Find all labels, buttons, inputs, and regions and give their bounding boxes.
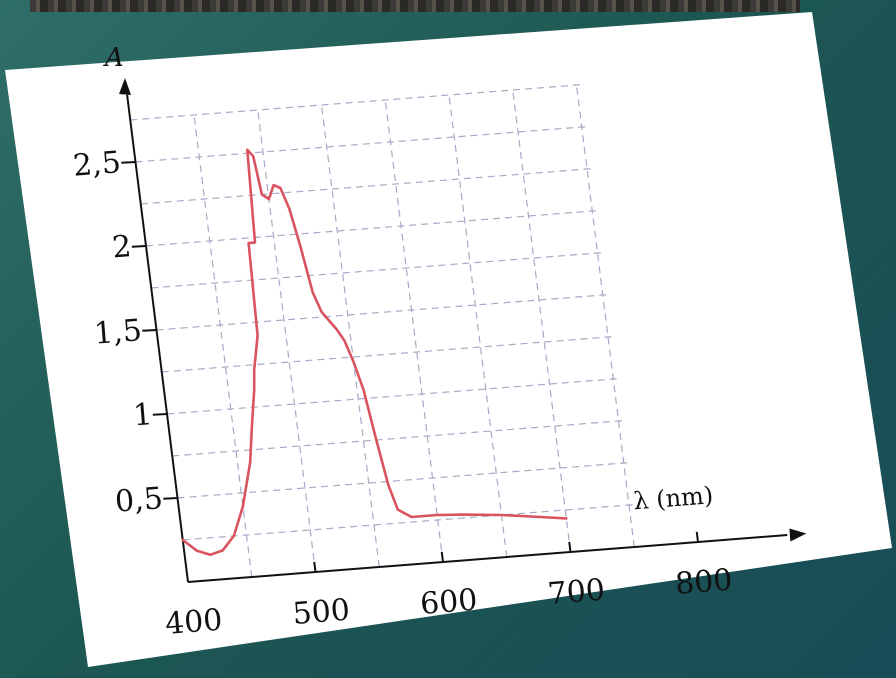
y-axis-arrow: [119, 78, 131, 95]
grid-line-vertical: [384, 99, 444, 563]
y-tick-label: 0,5: [114, 481, 164, 520]
y-tick: [131, 245, 147, 248]
x-tick: [695, 531, 699, 543]
grid-line-horizontal: [166, 377, 620, 415]
grid-line-horizontal: [156, 293, 610, 331]
y-axis-label: A: [103, 43, 124, 73]
grid-line-horizontal: [130, 83, 583, 121]
y-tick: [163, 497, 178, 500]
grid-line-horizontal: [182, 503, 636, 541]
grid-line-horizontal: [172, 419, 625, 457]
grid-line-vertical: [575, 84, 635, 548]
y-tick-label: 1: [132, 397, 154, 433]
y-tick-label: 2,5: [72, 145, 122, 184]
grid-line-vertical: [320, 104, 380, 568]
grid-line-horizontal: [161, 335, 615, 373]
absorbance-curve: [181, 148, 568, 557]
axes: [119, 78, 807, 583]
grid-line-horizontal: [145, 209, 599, 247]
grid-line-vertical: [193, 114, 253, 578]
y-tick-label: 2: [111, 229, 133, 265]
x-tick: [440, 551, 444, 563]
y-tick-label: 1,5: [93, 313, 143, 352]
x-axis-label: λ (nm): [632, 481, 714, 515]
grid-line-vertical: [257, 109, 317, 573]
tick-labels: 400 500 600 700 800 0,5 1 1,5 2 2,5: [72, 145, 734, 642]
x-tick-label: 400: [164, 603, 224, 642]
x-axis-line: [187, 534, 788, 583]
background-photo-strip: [30, 0, 800, 12]
grid-line-horizontal: [177, 461, 631, 499]
x-tick-label: 800: [674, 563, 734, 602]
y-tick: [142, 329, 157, 332]
tick-marks: [121, 161, 699, 573]
grid-line-horizontal: [140, 167, 594, 205]
x-tick: [313, 561, 317, 573]
series-group: [181, 148, 568, 557]
grid-line-horizontal: [151, 251, 604, 289]
grid-lines: [130, 83, 636, 578]
y-tick: [121, 161, 136, 164]
grid-line-horizontal: [135, 125, 589, 163]
x-tick-label: 500: [291, 593, 351, 632]
x-tick-label: 600: [419, 583, 479, 622]
paper-sheet: [5, 12, 892, 667]
x-tick: [568, 541, 572, 553]
grid-line-vertical: [448, 94, 508, 558]
x-tick-label: 700: [546, 573, 606, 612]
plot-area: 400 500 600 700 800 0,5 1 1,5 2 2,5 A λ (nm): [72, 43, 807, 642]
x-axis-arrow: [789, 528, 807, 542]
y-tick: [152, 413, 168, 416]
y-axis-line: [126, 94, 189, 583]
grid-line-vertical: [512, 89, 572, 553]
